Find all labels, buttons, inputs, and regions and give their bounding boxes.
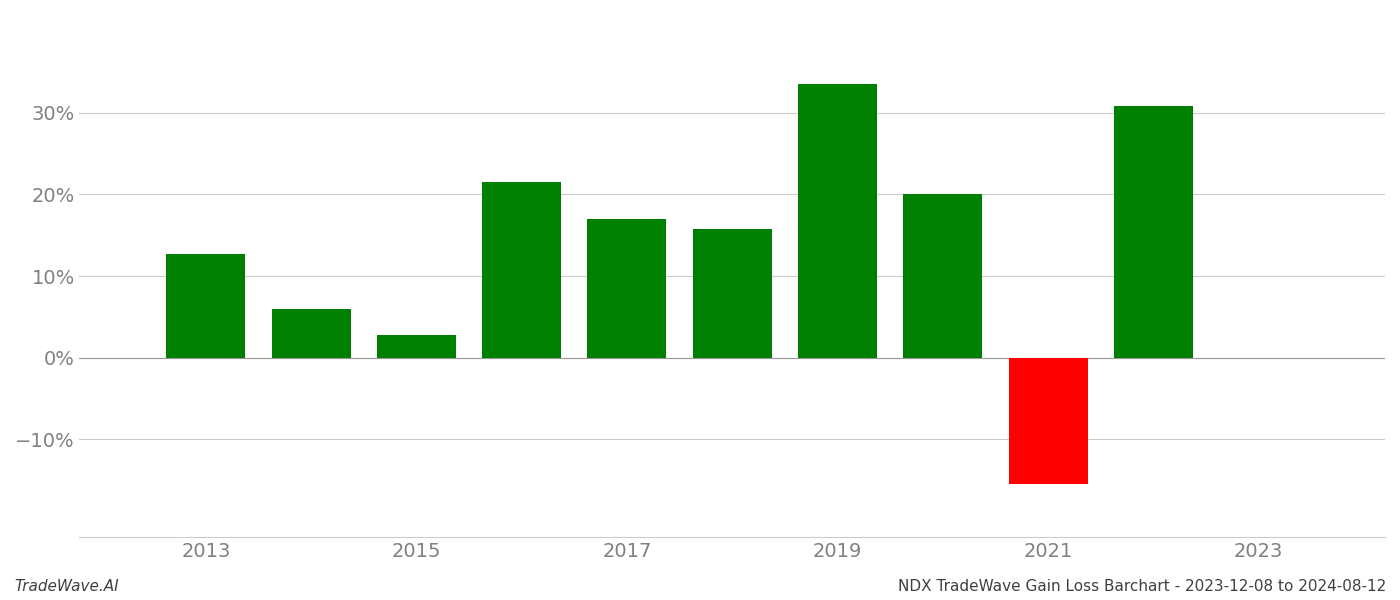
Bar: [588, 219, 666, 358]
Bar: [1114, 106, 1193, 358]
Bar: [798, 85, 876, 358]
Bar: [482, 182, 561, 358]
Text: TradeWave.AI: TradeWave.AI: [14, 579, 119, 594]
Bar: [377, 335, 456, 358]
Bar: [272, 309, 350, 358]
Bar: [903, 194, 983, 358]
Bar: [693, 229, 771, 358]
Text: NDX TradeWave Gain Loss Barchart - 2023-12-08 to 2024-08-12: NDX TradeWave Gain Loss Barchart - 2023-…: [897, 579, 1386, 594]
Bar: [1008, 358, 1088, 484]
Bar: [167, 254, 245, 358]
